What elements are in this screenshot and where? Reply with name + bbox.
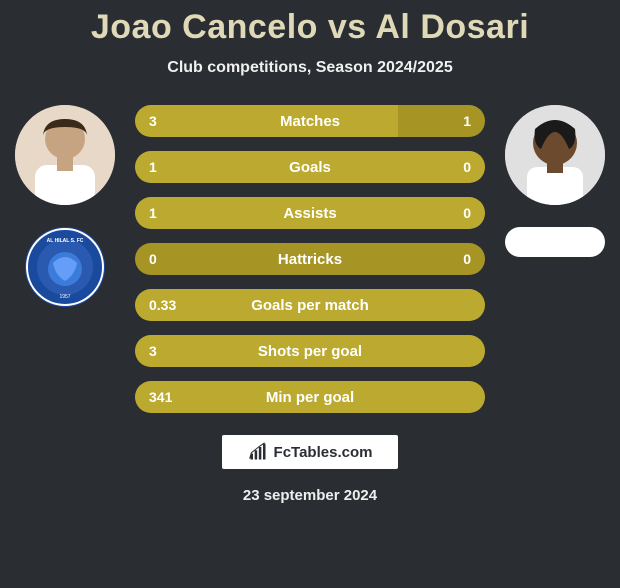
date-text: 23 september 2024 bbox=[0, 487, 620, 504]
left-player-column: AL HILAL S. FC 1957 bbox=[10, 105, 120, 307]
right-player-avatar bbox=[505, 105, 605, 205]
stat-right-value bbox=[457, 289, 485, 321]
bar-chart-icon bbox=[248, 442, 268, 462]
stat-row: 3 Shots per goal bbox=[135, 335, 485, 367]
stat-row: 3 Matches 1 bbox=[135, 105, 485, 137]
stat-row: 1 Assists 0 bbox=[135, 197, 485, 229]
stats-rows: 3 Matches 1 1 Goals 0 1 Assists 0 0 Hatt… bbox=[135, 105, 485, 413]
stat-label: Hattricks bbox=[135, 251, 485, 268]
right-club-placeholder bbox=[505, 227, 605, 257]
stat-label: Shots per goal bbox=[135, 343, 485, 360]
stat-right-value: 1 bbox=[449, 105, 485, 137]
avatar-placeholder-icon bbox=[505, 105, 605, 205]
comparison-content: AL HILAL S. FC 1957 3 Matches 1 1 bbox=[0, 105, 620, 413]
brand-badge[interactable]: FcTables.com bbox=[222, 435, 398, 469]
page-title: Joao Cancelo vs Al Dosari bbox=[0, 8, 620, 47]
stat-right-value: 0 bbox=[449, 197, 485, 229]
stat-right-value: 0 bbox=[449, 243, 485, 275]
stat-label: Assists bbox=[135, 205, 485, 222]
stat-label: Min per goal bbox=[135, 389, 485, 406]
brand-text: FcTables.com bbox=[274, 444, 373, 461]
svg-text:AL HILAL S. FC: AL HILAL S. FC bbox=[47, 238, 84, 244]
stat-right-value: 0 bbox=[449, 151, 485, 183]
stat-label: Goals per match bbox=[135, 297, 485, 314]
stat-row: 1 Goals 0 bbox=[135, 151, 485, 183]
stat-label: Matches bbox=[135, 113, 485, 130]
left-club-badge: AL HILAL S. FC 1957 bbox=[25, 227, 105, 307]
stat-row: 341 Min per goal bbox=[135, 381, 485, 413]
left-player-avatar bbox=[15, 105, 115, 205]
avatar-placeholder-icon bbox=[15, 105, 115, 205]
subtitle: Club competitions, Season 2024/2025 bbox=[0, 59, 620, 77]
right-player-column bbox=[500, 105, 610, 257]
svg-text:1957: 1957 bbox=[59, 294, 70, 300]
stat-row: 0.33 Goals per match bbox=[135, 289, 485, 321]
stat-label: Goals bbox=[135, 159, 485, 176]
stat-right-value bbox=[457, 335, 485, 367]
stat-right-value bbox=[457, 381, 485, 413]
stat-row: 0 Hattricks 0 bbox=[135, 243, 485, 275]
club-crest-icon: AL HILAL S. FC 1957 bbox=[25, 227, 105, 307]
